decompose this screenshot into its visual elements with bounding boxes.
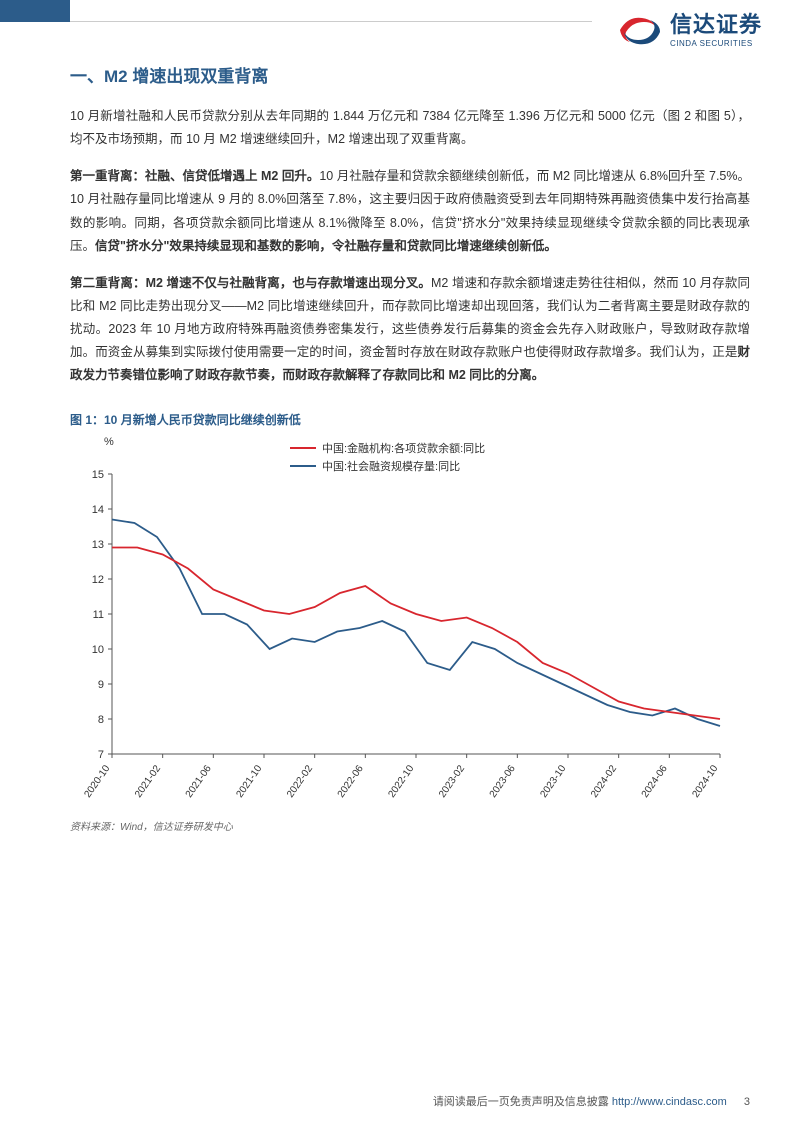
- svg-text:14: 14: [92, 504, 104, 516]
- svg-text:10: 10: [92, 644, 104, 656]
- chart-svg: 7 8 9 10 11 12 13 14 15 2020-10 2021-02 2021-06 2021…: [70, 434, 730, 814]
- svg-text:2020-10: 2020-10: [82, 763, 112, 800]
- paragraph-1: 10 月新增社融和人民币贷款分别从去年同期的 1.844 万亿元和 7384 亿…: [70, 105, 750, 151]
- page-content: 一、M2 增速出现双重背离 10 月新增社融和人民币贷款分别从去年同期的 1.8…: [0, 22, 802, 833]
- para2-tail: 信贷"挤水分"效果持续显现和基数的影响，令社融存量和贷款同比增速继续创新低。: [95, 239, 557, 253]
- legend-item-0: 中国:金融机构:各项贷款余额:同比: [290, 440, 485, 456]
- legend-swatch-0: [290, 447, 316, 449]
- legend-label-0: 中国:金融机构:各项贷款余额:同比: [322, 440, 485, 456]
- svg-text:2021-06: 2021-06: [184, 763, 214, 800]
- legend-item-1: 中国:社会融资规模存量:同比: [290, 458, 485, 474]
- svg-text:15: 15: [92, 469, 104, 481]
- svg-text:2023-02: 2023-02: [437, 763, 467, 800]
- svg-text:2021-10: 2021-10: [234, 763, 264, 800]
- para3-lead: 第二重背离：M2 增速不仅与社融背离，也与存款增速出现分叉。: [70, 276, 431, 290]
- svg-text:2024-02: 2024-02: [589, 763, 619, 800]
- svg-text:7: 7: [98, 749, 104, 761]
- svg-text:11: 11: [93, 609, 104, 621]
- svg-text:2024-10: 2024-10: [690, 763, 720, 800]
- svg-text:9: 9: [98, 679, 104, 691]
- line-chart: % 中国:金融机构:各项贷款余额:同比 中国:社会融资规模存量:同比 7 8 9 10…: [70, 434, 730, 814]
- para2-lead: 第一重背离：社融、信贷低增遇上 M2 回升。: [70, 169, 319, 183]
- svg-text:2021-02: 2021-02: [133, 763, 163, 800]
- brand-logo: 信达证券 CINDA SECURITIES: [618, 12, 762, 50]
- chart-source: 资料来源：Wind，信达证券研发中心: [70, 818, 750, 833]
- header-rule: [70, 0, 592, 22]
- paragraph-2: 第一重背离：社融、信贷低增遇上 M2 回升。10 月社融存量和贷款余额继续创新低…: [70, 165, 750, 258]
- header-accent: [0, 0, 70, 22]
- footer-text: 请阅读最后一页免责声明及信息披露: [433, 1096, 609, 1108]
- brand-name-en: CINDA SECURITIES: [670, 39, 762, 48]
- svg-text:2023-10: 2023-10: [538, 763, 568, 800]
- svg-text:8: 8: [98, 714, 104, 726]
- legend-swatch-1: [290, 465, 316, 467]
- chart-legend: 中国:金融机构:各项贷款余额:同比 中国:社会融资规模存量:同比: [290, 440, 485, 474]
- chart-title: 图 1：10 月新增人民币贷款同比继续创新低: [70, 411, 750, 428]
- page-footer: 请阅读最后一页免责声明及信息披露 http://www.cindasc.com …: [433, 1093, 750, 1109]
- footer-link[interactable]: http://www.cindasc.com: [612, 1096, 727, 1108]
- svg-text:2023-06: 2023-06: [488, 763, 518, 800]
- section-heading: 一、M2 增速出现双重背离: [70, 62, 750, 87]
- paragraph-3: 第二重背离：M2 增速不仅与社融背离，也与存款增速出现分叉。M2 增速和存款余额…: [70, 272, 750, 388]
- svg-text:13: 13: [92, 539, 104, 551]
- y-axis-unit: %: [104, 436, 114, 448]
- swirl-icon: [618, 12, 662, 50]
- svg-text:2022-02: 2022-02: [285, 763, 315, 800]
- svg-text:2022-06: 2022-06: [336, 763, 366, 800]
- legend-label-1: 中国:社会融资规模存量:同比: [322, 458, 460, 474]
- svg-text:2024-06: 2024-06: [640, 763, 670, 800]
- brand-name-cn: 信达证券: [670, 14, 762, 36]
- page-number: 3: [744, 1096, 750, 1108]
- svg-text:2022-10: 2022-10: [386, 763, 416, 800]
- svg-text:12: 12: [92, 574, 104, 586]
